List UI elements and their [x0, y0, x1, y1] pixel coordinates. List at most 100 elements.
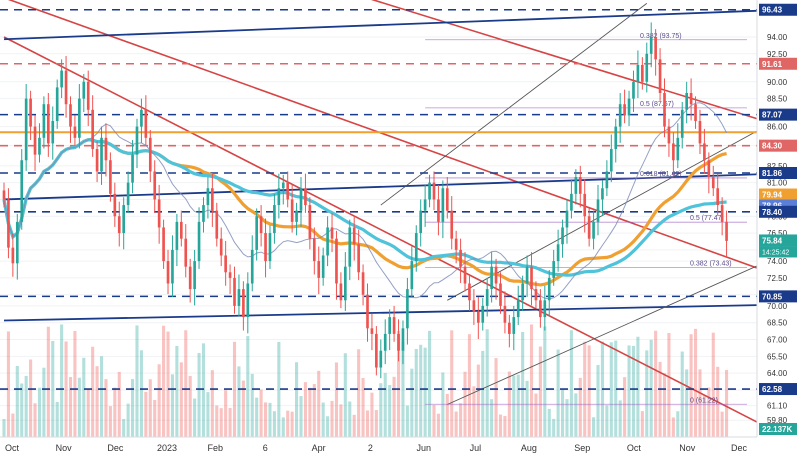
- grey-channel-lower: [447, 257, 776, 405]
- candle-body: [561, 227, 564, 245]
- candle-body: [157, 199, 161, 228]
- price-badge: [759, 3, 797, 16]
- volume-bar: [529, 324, 534, 437]
- time-tick-label: 2: [368, 443, 373, 453]
- price-badge-label: 96.43: [762, 6, 783, 15]
- candle-body: [126, 182, 130, 206]
- candle-body: [206, 188, 210, 206]
- candle-body: [259, 216, 263, 234]
- volume-bar: [334, 362, 339, 437]
- candle-body: [406, 289, 409, 329]
- volume-bar: [104, 379, 108, 437]
- price-badge: [759, 423, 797, 435]
- candle-body: [552, 261, 556, 278]
- candle-body: [441, 188, 445, 222]
- candle-body: [7, 199, 10, 248]
- candle-body: [645, 53, 649, 82]
- time-tick-label: Aug: [521, 443, 537, 453]
- volume-bar: [711, 332, 715, 437]
- candle-body: [463, 266, 467, 284]
- candle-body: [490, 266, 493, 290]
- volume-bar: [330, 400, 334, 437]
- volume-bar: [60, 324, 64, 437]
- volume-bar: [51, 340, 55, 437]
- volume-bar: [388, 384, 392, 437]
- candle-body: [703, 143, 706, 161]
- candle-body: [530, 266, 533, 290]
- candle-body: [162, 227, 165, 262]
- candle-body: [246, 283, 250, 318]
- candle-body: [42, 104, 46, 138]
- volume-bar: [162, 325, 166, 437]
- candle-body: [419, 210, 423, 234]
- grid: [0, 36, 757, 421]
- time-tick-label: Apr: [312, 443, 326, 453]
- volume-bar: [410, 368, 414, 437]
- time-tick-label: Feb: [208, 443, 224, 453]
- candle-body: [131, 154, 134, 183]
- time-axis-panel[interactable]: [0, 437, 800, 457]
- volume-bar: [210, 370, 214, 437]
- candle-body: [698, 121, 702, 144]
- volume-bar: [498, 414, 503, 437]
- volume-bar: [153, 399, 157, 437]
- volume-bar: [631, 345, 636, 437]
- volume-bar: [326, 416, 330, 437]
- volume-bar: [414, 348, 418, 437]
- volume-bar: [20, 383, 24, 437]
- candle-body: [317, 261, 321, 278]
- candle-body: [481, 305, 485, 323]
- volume-bar: [193, 398, 197, 437]
- price-axis-panel[interactable]: [757, 0, 800, 437]
- fib-label: 0.382 (73.43): [690, 260, 732, 267]
- volume-bar: [521, 331, 525, 437]
- red-channel-lower: [3, 36, 776, 433]
- volume-bar: [578, 377, 582, 437]
- volume-bar: [467, 334, 472, 437]
- volume-bar: [525, 380, 529, 437]
- volume-bar: [383, 372, 387, 437]
- candle-body: [326, 227, 329, 256]
- volume-bar: [131, 379, 135, 437]
- candle-body: [286, 182, 290, 200]
- volume-bar: [73, 330, 77, 437]
- thin-ma: [3, 102, 728, 300]
- volume-bar: [428, 330, 432, 437]
- candle-body: [485, 289, 489, 306]
- price-badge: [759, 290, 797, 303]
- candle-body: [547, 277, 551, 301]
- candle-body: [344, 266, 347, 301]
- price-badge-label: 78.40: [762, 208, 783, 217]
- candle-body: [91, 109, 94, 150]
- candle-body: [667, 126, 671, 144]
- candle-body: [609, 149, 613, 172]
- time-tick-label: Jul: [470, 443, 482, 453]
- volume-bar: [609, 342, 613, 437]
- volume-bar: [693, 328, 698, 437]
- price-badge: [759, 167, 797, 180]
- candle-body: [627, 98, 631, 116]
- candle-body: [175, 221, 179, 250]
- candle-body: [335, 238, 338, 284]
- candle-body: [219, 238, 223, 256]
- volume-bar: [516, 374, 520, 437]
- price-tick-label: 92.50: [767, 50, 788, 59]
- candle-body: [193, 261, 196, 290]
- candle-body: [171, 249, 174, 284]
- grey-channel-upper: [380, 3, 648, 206]
- cyan-ma: [2, 138, 727, 277]
- volume-bar: [392, 376, 396, 437]
- volume-bar: [587, 345, 591, 437]
- time-tick-label: 2023: [157, 443, 177, 453]
- price-tick-label: 88.50: [767, 95, 788, 104]
- volume-bar: [82, 357, 86, 437]
- red-channel-middle: [7, 0, 776, 276]
- candle-body: [685, 93, 689, 110]
- candle-body: [570, 193, 573, 211]
- candle-body: [237, 289, 241, 306]
- volume-bar: [405, 405, 409, 437]
- volume-bar: [188, 375, 192, 437]
- price-badge-label: 91.61: [762, 60, 783, 69]
